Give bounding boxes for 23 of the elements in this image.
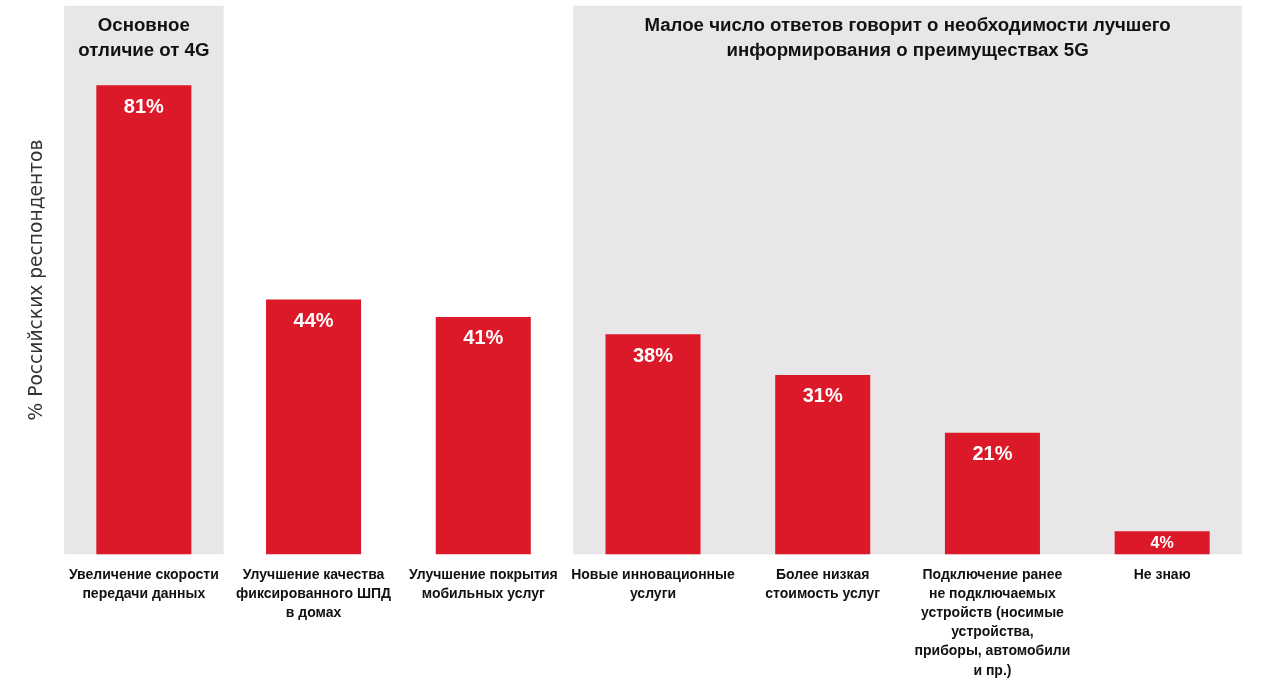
x-tick-label: Более низкая стоимость услуг <box>765 565 881 601</box>
data-label: 38% <box>632 343 674 366</box>
bar <box>944 432 1040 555</box>
data-label: 31% <box>802 384 843 407</box>
bar <box>1114 531 1210 555</box>
data-label: 81% <box>123 94 165 117</box>
data-label: 41% <box>463 326 504 349</box>
x-tick-label: Подключение ранее не подключаемых устройств (носимые устройства, приборы, автомобили и пр.) <box>914 565 1071 678</box>
x-tick-label: Новые инновационные услуги <box>571 565 736 601</box>
band-label: Основное отличие от 4G <box>78 13 210 60</box>
data-label: 21% <box>972 442 1013 465</box>
x-tick-label: Не знаю <box>1133 565 1191 582</box>
x-tick-label: Увеличение скорости передачи данных <box>68 565 219 601</box>
x-tick-label: Улучшение покрытия мобильных услуг <box>408 565 558 601</box>
bar <box>435 316 531 555</box>
y-axis-title: % Российских респондентов <box>24 139 46 421</box>
data-label: 4% <box>1150 534 1174 552</box>
bar <box>775 374 871 555</box>
bar <box>266 299 362 555</box>
x-tick-label: Улучшение качества фиксированного ШПД в домах <box>236 565 392 620</box>
band-label: Малое число ответов говорит о необходимости лучшего информирования о преимуществах 5G <box>644 13 1171 60</box>
data-label: 44% <box>293 308 334 331</box>
bar <box>605 334 701 555</box>
